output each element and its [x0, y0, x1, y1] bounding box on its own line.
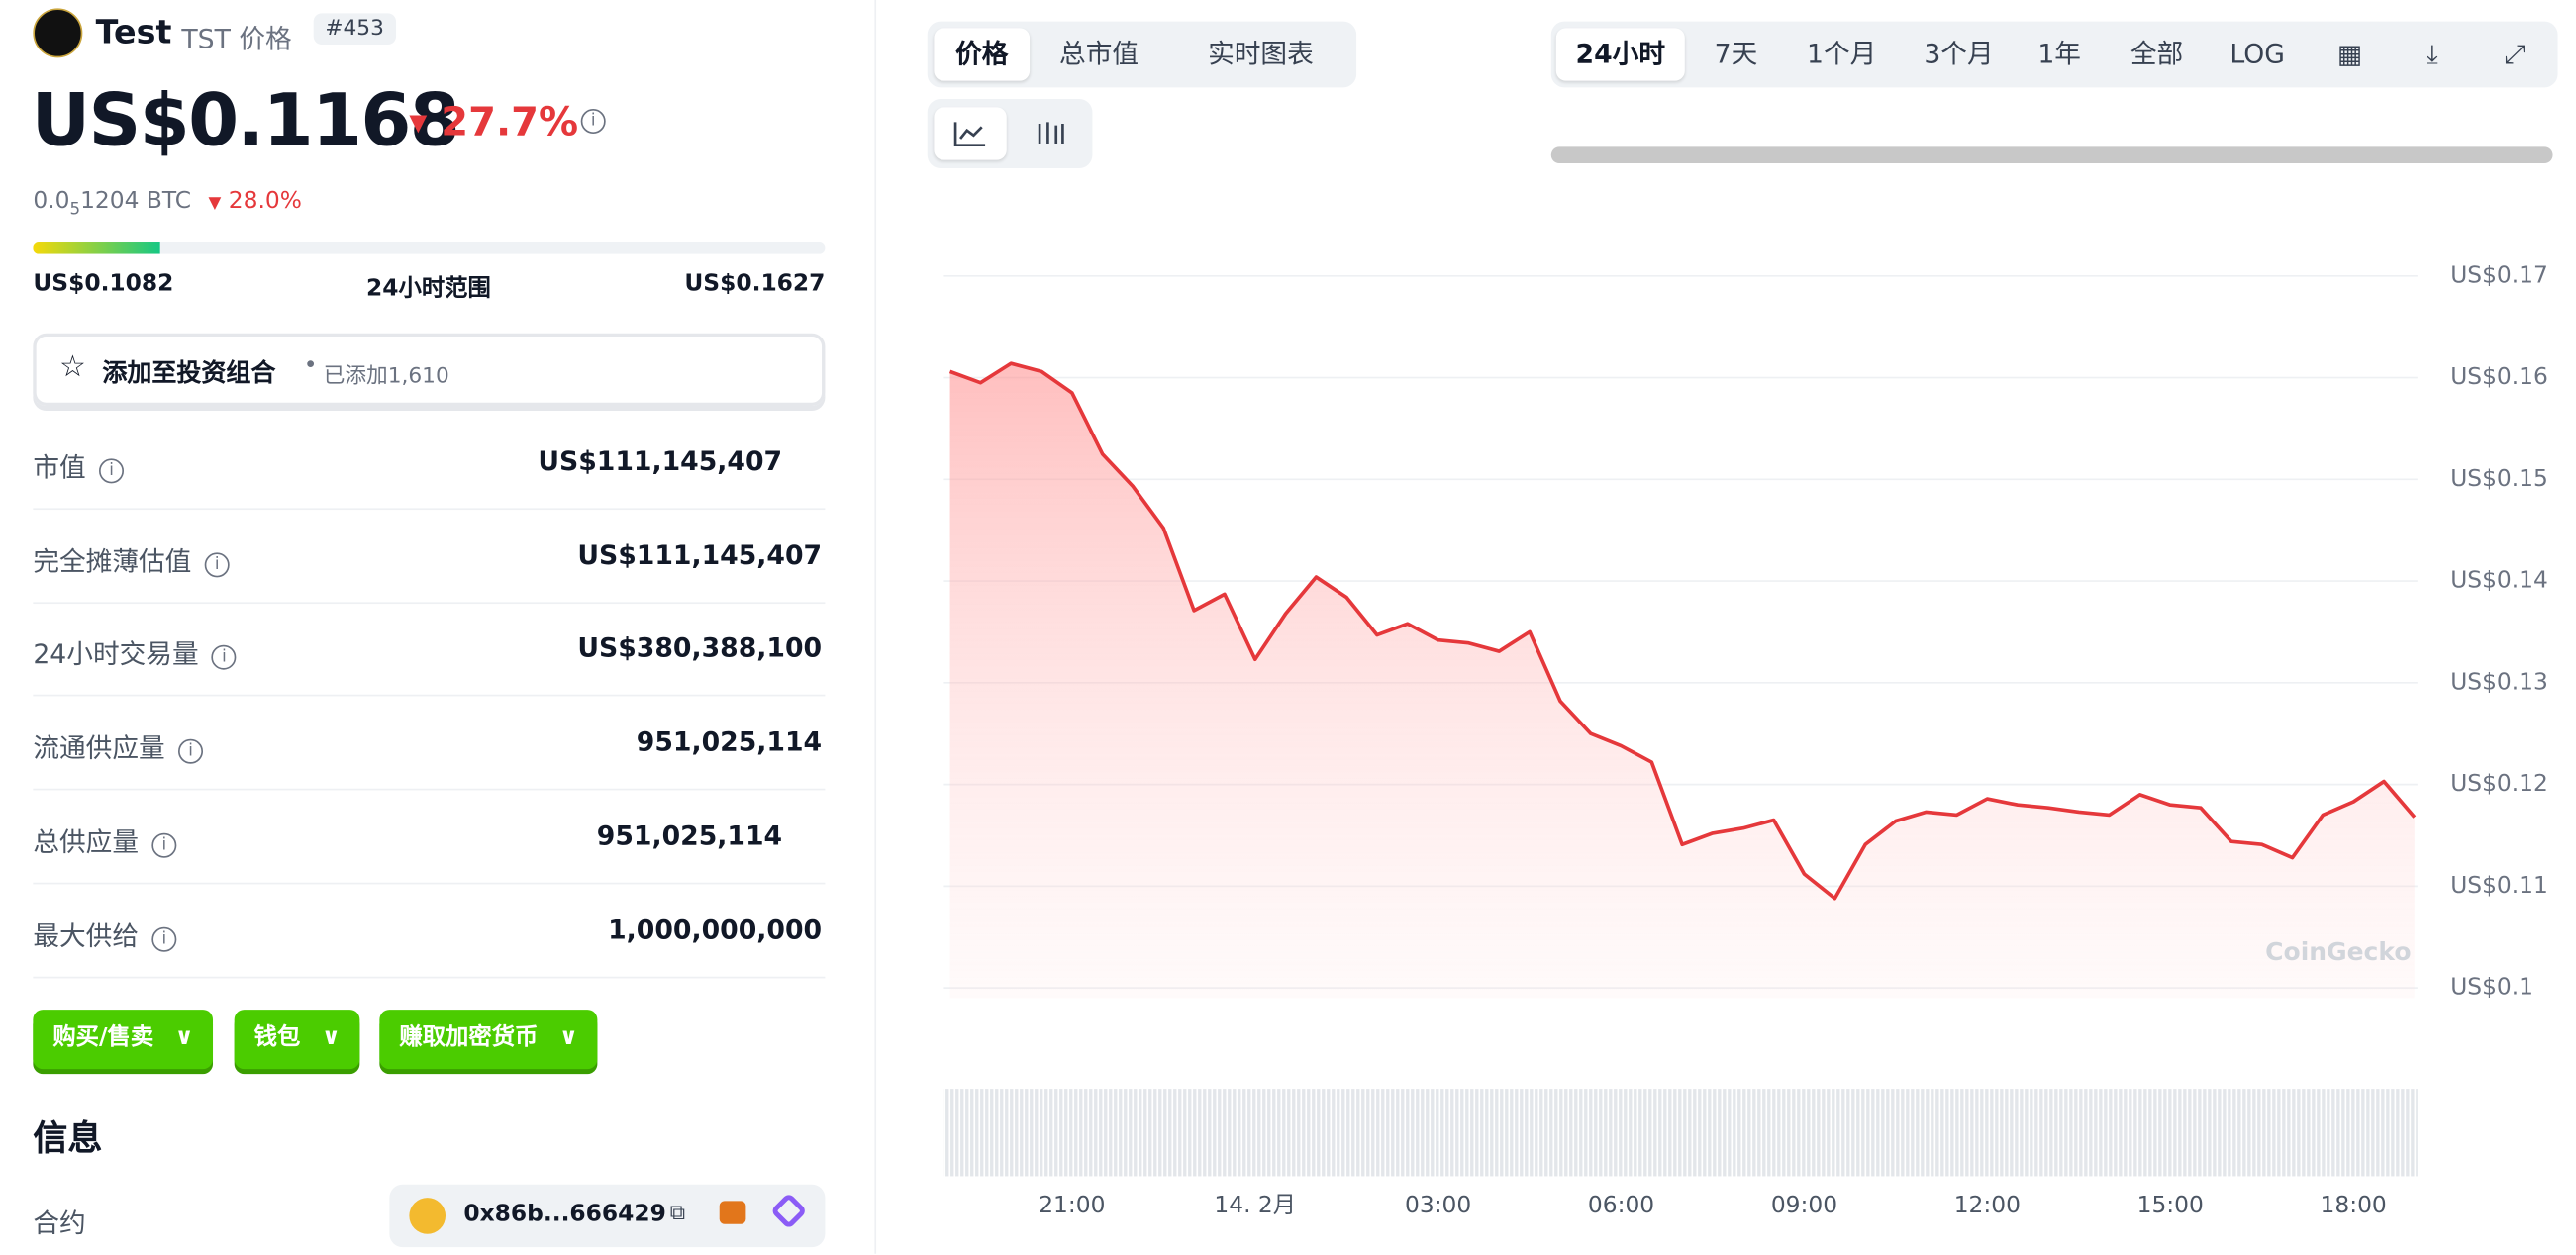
action-button[interactable]: 钱包 ∨: [234, 1010, 360, 1070]
range-label: 24小时范围: [366, 275, 491, 303]
range-low: US$0.1082: [33, 270, 174, 298]
action-label: 购买/售卖: [52, 1024, 154, 1051]
divider: [874, 0, 877, 1254]
info-icon[interactable]: i: [178, 738, 204, 764]
stat-value: US$111,145,407: [577, 538, 823, 571]
chart-tabs: 价格 总市值 实时图表: [927, 21, 1357, 88]
stat-value: 951,025,114: [636, 725, 823, 758]
coin-logo: [33, 8, 83, 58]
portfolio-label: 添加至投资组合: [102, 357, 276, 388]
range-tab[interactable]: 1年: [2037, 38, 2081, 70]
info-icon[interactable]: i: [99, 458, 125, 484]
range-tab[interactable]: LOG: [2229, 38, 2285, 70]
stat-row: 流通供应量 i 951,025,114: [33, 697, 826, 791]
info-icon[interactable]: i: [204, 551, 230, 577]
btc-change: 28.0%: [228, 188, 302, 215]
info-icon[interactable]: i: [580, 109, 606, 135]
range-tab[interactable]: 3个月: [1924, 38, 1994, 70]
y-tick-label: US$0.12: [2450, 769, 2548, 797]
range-tabs: 24小时 7天 1个月 3个月 1年 全部 LOG ▦ ⤓ ⤢: [1550, 21, 2558, 88]
stat-label: 市值 i: [33, 445, 125, 485]
x-tick-label: 15:00: [2137, 1191, 2204, 1218]
btc-prefix: 0.0: [33, 188, 70, 215]
y-tick-label: US$0.1: [2450, 973, 2533, 1001]
range-tab[interactable]: 24小时: [1555, 28, 1685, 81]
stat-label: 总供应量 i: [33, 820, 177, 859]
line-icon: [953, 122, 986, 147]
x-tick-label: 12:00: [1954, 1191, 2021, 1218]
price-chart: US$0.1 US$0.11 US$0.12 US$0.13 US$0.14 US$0.1…: [943, 260, 2548, 1218]
chart-style: [927, 99, 1093, 169]
y-tick-label: US$0.13: [2450, 667, 2548, 695]
action-button[interactable]: 赚取加密货币 ∨: [379, 1010, 598, 1070]
rank-badge: #453: [313, 13, 396, 46]
x-tick-label: 06:00: [1588, 1191, 1654, 1218]
watermark: CoinGecko: [2265, 937, 2411, 966]
candle-style-button[interactable]: [1013, 107, 1085, 159]
stat-value: 1,000,000,000: [608, 913, 823, 945]
volume-band: [943, 1089, 2418, 1177]
info-icon[interactable]: i: [211, 645, 237, 671]
stat-row: 市值 i US$111,145,407: [33, 416, 826, 511]
info-title: 信息: [33, 1118, 103, 1159]
candle-icon: [1038, 122, 1064, 145]
stat-label: 24小时交易量 i: [33, 632, 237, 672]
icon-button[interactable]: ⤓: [2426, 38, 2438, 70]
info-icon[interactable]: i: [151, 925, 177, 951]
stat-label: 最大供给 i: [33, 914, 177, 953]
contract-label: 合约: [33, 1207, 86, 1239]
chart-tab[interactable]: 实时图表: [1208, 38, 1314, 70]
action-label: 钱包: [253, 1024, 301, 1051]
scrollbar: [1550, 146, 2553, 164]
y-tick-label: US$0.16: [2450, 362, 2548, 390]
y-tick-label: US$0.17: [2450, 260, 2548, 288]
icon-button[interactable]: ▦: [2336, 38, 2363, 70]
price: US$0.1168: [31, 79, 460, 164]
stat-row: 24小时交易量 i US$380,388,100: [33, 603, 826, 698]
stat-value: US$111,145,407: [538, 445, 783, 477]
range-tab[interactable]: 7天: [1714, 38, 1758, 70]
stat-row: 完全摊薄估值 i US$111,145,407: [33, 510, 826, 604]
stat-value: 951,025,114: [596, 820, 783, 851]
stat-row: 总供应量 i 951,025,114: [33, 790, 826, 885]
info-icon[interactable]: i: [151, 832, 177, 858]
btc-price: 0.051204 BTC ▼ 28.0%: [33, 188, 302, 220]
range-tab[interactable]: 1个月: [1806, 38, 1877, 70]
y-tick-label: US$0.14: [2450, 566, 2548, 594]
portfolio-button[interactable]: ☆ 添加至投资组合 • 已添加1,610: [33, 333, 826, 407]
coin-symbol: TST 价格: [181, 23, 292, 55]
price-change: ▼ 27.7%: [409, 99, 579, 145]
stat-value: US$380,388,100: [577, 632, 823, 664]
chart-tab[interactable]: 总市值: [1059, 38, 1139, 70]
action-button[interactable]: 购买/售卖 ∨: [33, 1010, 214, 1070]
line-style-button[interactable]: [934, 107, 1007, 160]
y-tick-label: US$0.15: [2450, 464, 2548, 492]
x-tick-label: 09:00: [1771, 1191, 1837, 1218]
icon-button[interactable]: ⤢: [2504, 38, 2526, 70]
btc-zeros: 5: [69, 201, 81, 220]
x-tick-label: 18:00: [2321, 1191, 2387, 1218]
range-bar: [33, 242, 826, 254]
x-tick-label: 21:00: [1039, 1191, 1105, 1218]
chart-tab[interactable]: 价格: [934, 28, 1031, 81]
coin-name: Test: [95, 11, 172, 51]
range-tab[interactable]: 全部: [2130, 38, 2184, 70]
price-change-value: 27.7%: [441, 99, 579, 145]
contract-chip[interactable]: 0x86b...666429 ⧉: [389, 1184, 826, 1248]
stat-label: 完全摊薄估值 i: [33, 539, 230, 579]
stat-row: 最大供给 i 1,000,000,000: [33, 884, 826, 978]
action-label: 赚取加密货币: [399, 1024, 539, 1051]
btc-rest: 1204 BTC: [80, 188, 192, 215]
x-tick-label: 14. 2月: [1214, 1191, 1296, 1218]
price-line: [948, 361, 2417, 901]
portfolio-added: 已添加1,610: [323, 364, 449, 390]
y-tick-label: US$0.11: [2450, 871, 2548, 899]
contract-address: 0x86b...666429: [463, 1201, 666, 1228]
price-area: [949, 363, 2415, 999]
x-tick-label: 03:00: [1405, 1191, 1471, 1218]
range-high: US$0.1627: [684, 270, 826, 298]
stat-label: 流通供应量 i: [33, 726, 204, 766]
